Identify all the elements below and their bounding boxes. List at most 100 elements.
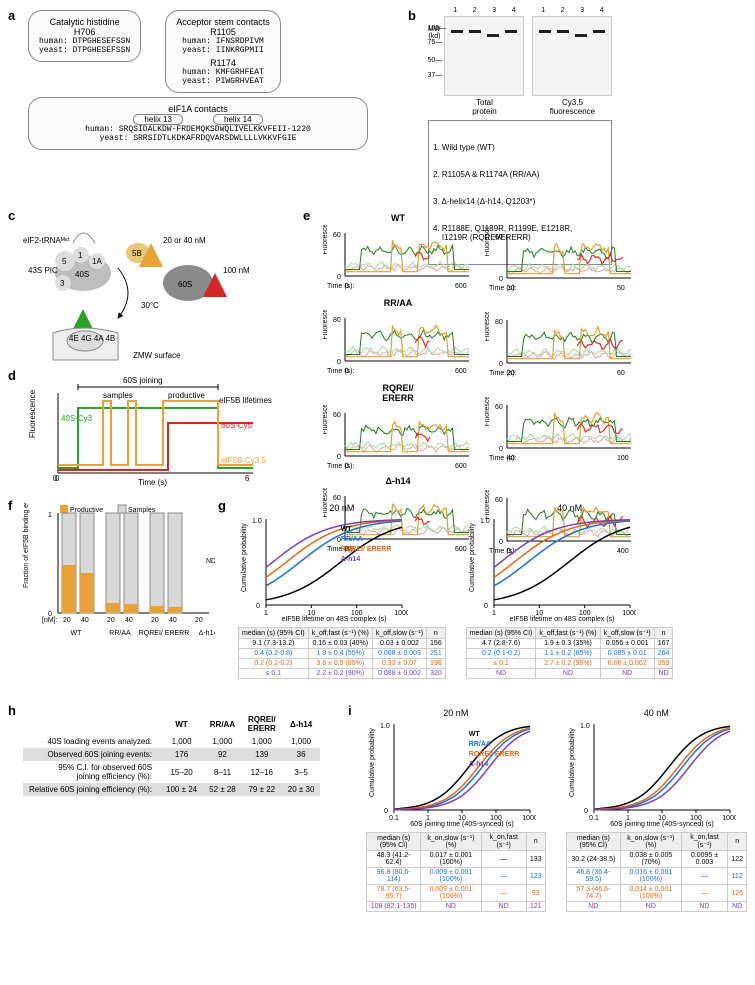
svg-text:eIF5B lifetime on 48S complex: eIF5B lifetime on 48S complex (s) xyxy=(281,616,386,623)
panel-a: Catalytic histidine H706 human: DTPGHESE… xyxy=(26,8,747,150)
svg-text:0: 0 xyxy=(345,368,349,375)
svg-text:100: 100 xyxy=(490,815,502,822)
svg-text:40: 40 xyxy=(507,455,515,462)
svg-text:0.1: 0.1 xyxy=(389,815,399,822)
svg-text:6: 6 xyxy=(245,474,250,483)
svg-text:20: 20 xyxy=(151,617,159,624)
svg-text:0: 0 xyxy=(256,603,260,610)
svg-text:1.0: 1.0 xyxy=(380,723,390,730)
group-title: Acceptor stem contacts xyxy=(176,17,270,27)
svg-text:4E 4G 4A 4B: 4E 4G 4A 4B xyxy=(69,334,115,343)
svg-text:60S-Cy5: 60S-Cy5 xyxy=(221,421,253,430)
svg-text:40S-Cy3: 40S-Cy3 xyxy=(61,414,93,423)
trace-label: Δ-h14 xyxy=(323,476,473,486)
helix-label: helix 13 xyxy=(133,114,183,125)
svg-text:0: 0 xyxy=(345,283,349,290)
stats-table: median (s) (95% CI)k_off,fast (s⁻¹) (%)k… xyxy=(238,627,446,679)
table-h: WTRR/AARQREI/ ERERRΔ-h1440S loading even… xyxy=(23,713,320,796)
svg-text:0: 0 xyxy=(337,454,341,461)
svg-text:[nM]:: [nM]: xyxy=(42,617,58,624)
cumulative-plot: Cumulative probability eIF5B lifetime on … xyxy=(466,513,636,623)
label-c: c xyxy=(8,208,15,223)
svg-text:100 nM: 100 nM xyxy=(223,266,250,275)
panel-i: 20 nMCumulative probability60S joining t… xyxy=(366,708,747,912)
svg-text:Time (s):: Time (s): xyxy=(327,283,354,290)
svg-text:1000: 1000 xyxy=(394,610,408,617)
stats-table: median (s) (95% CI)k_on,slow (s⁻¹) (%)k_… xyxy=(366,832,546,912)
svg-text:3: 3 xyxy=(60,279,65,288)
svg-text:Δ-h14: Δ-h14 xyxy=(469,761,489,768)
trace-zoom: Fluorescence 800 Time (s): 2060 xyxy=(485,312,635,377)
entry-id: R1174 xyxy=(176,58,270,68)
svg-text:40: 40 xyxy=(169,617,177,624)
svg-text:100: 100 xyxy=(351,610,363,617)
svg-text:Cumulative probability: Cumulative probability xyxy=(569,728,576,797)
svg-text:0: 0 xyxy=(484,603,488,610)
cumulative-plot: Cumulative probability60S joining time (… xyxy=(566,718,736,828)
trace-label: RR/AA xyxy=(323,298,473,308)
svg-text:30°C: 30°C xyxy=(141,301,159,310)
group-catalytic: Catalytic histidine H706 human: DTPGHESE… xyxy=(28,10,141,62)
svg-text:1.0: 1.0 xyxy=(252,518,262,525)
svg-text:1: 1 xyxy=(48,512,52,519)
svg-text:RR/AA: RR/AA xyxy=(341,536,363,543)
svg-text:5B: 5B xyxy=(132,249,142,258)
trace-full: Fluorescence 800 Time (s): 0600 xyxy=(323,310,473,375)
svg-text:0: 0 xyxy=(337,359,341,366)
svg-text:0: 0 xyxy=(48,611,52,618)
svg-text:Time (s): Time (s) xyxy=(138,478,167,487)
svg-text:1: 1 xyxy=(626,815,630,822)
svg-text:40: 40 xyxy=(81,617,89,624)
svg-text:Fluorescence: Fluorescence xyxy=(485,397,491,427)
svg-text:0: 0 xyxy=(384,808,388,815)
svg-text:Cumulative probability: Cumulative probability xyxy=(469,523,476,592)
svg-text:0: 0 xyxy=(584,808,588,815)
svg-text:50: 50 xyxy=(617,285,625,292)
svg-text:1: 1 xyxy=(264,610,268,617)
svg-text:ND: ND xyxy=(206,558,215,565)
subplot-title: 20 nM xyxy=(238,503,446,513)
svg-text:RQREI/ ERERR: RQREI/ ERERR xyxy=(341,546,392,553)
group-acceptor: Acceptor stem contacts R1105 human: IFNS… xyxy=(165,10,281,93)
svg-text:0: 0 xyxy=(53,474,58,483)
svg-text:60S joining time (40S-synced): 60S joining time (40S-synced) (s) xyxy=(410,821,514,828)
seq: human: SRQSIDALKDW-FRDEMQKSDWQLIVELKKVFE… xyxy=(39,125,357,134)
cumulative-plot: Cumulative probability 60S joining time (… xyxy=(366,718,536,828)
svg-text:80: 80 xyxy=(495,319,503,326)
svg-text:Cumulative probability: Cumulative probability xyxy=(369,728,376,797)
svg-text:100: 100 xyxy=(617,455,629,462)
svg-text:60S: 60S xyxy=(178,280,192,289)
bar-chart: Fraction of eIF5B binding events on 48S … xyxy=(20,503,215,653)
stats-table: median (s) (95% CI)k_off,fast (s⁻¹) (%)k… xyxy=(466,627,674,679)
gel-cy35: 1234 xyxy=(532,16,612,96)
svg-text:Fluorescence: Fluorescence xyxy=(323,405,329,435)
group-eif1a: eIF1A contacts helix 13 helix 14 human: … xyxy=(28,97,368,150)
svg-text:60: 60 xyxy=(495,404,503,411)
svg-text:10: 10 xyxy=(507,285,515,292)
svg-text:0.1: 0.1 xyxy=(589,815,599,822)
svg-text:60S joining: 60S joining xyxy=(123,376,163,385)
panel-h: WTRR/AARQREI/ ERERRΔ-h1440S loading even… xyxy=(23,713,320,796)
seq: yeast: DTPGHESEFSSN xyxy=(39,46,130,55)
schematic: 60S joining Fluorescence 06 Time (s) 40S… xyxy=(23,373,273,493)
panel-f: Fraction of eIF5B binding events on 48S … xyxy=(20,503,215,655)
svg-text:1.0: 1.0 xyxy=(480,518,490,525)
svg-text:0: 0 xyxy=(499,446,503,453)
svg-text:20 or 40 nM: 20 or 40 nM xyxy=(163,236,206,245)
trace-zoom: Fluorescence 600 Time (s): 40100 xyxy=(485,397,635,462)
panel-c: 40S 5 1 1A 3 eIF2-tRNAᴹᵉᵗ 43S PIC 5B 20 … xyxy=(23,213,273,365)
svg-text:1000: 1000 xyxy=(622,610,636,617)
svg-text:eIF5B lifetime on 48S complex: eIF5B lifetime on 48S complex (s) xyxy=(509,616,614,623)
svg-text:60: 60 xyxy=(495,234,503,241)
svg-text:RR/AA: RR/AA xyxy=(109,630,131,637)
svg-text:eIF2-tRNAᴹᵉᵗ: eIF2-tRNAᴹᵉᵗ xyxy=(23,236,70,245)
svg-text:20: 20 xyxy=(107,617,115,624)
svg-text:1.0: 1.0 xyxy=(580,723,590,730)
svg-text:Time (s):: Time (s): xyxy=(327,368,354,375)
svg-text:20: 20 xyxy=(195,617,203,624)
gel-total: 1234 100— 75— 50— 37— xyxy=(444,16,524,96)
svg-text:10: 10 xyxy=(658,815,666,822)
label-h: h xyxy=(8,703,16,718)
trace-label: WT xyxy=(323,213,473,223)
cartoon: 40S 5 1 1A 3 eIF2-tRNAᴹᵉᵗ 43S PIC 5B 20 … xyxy=(23,213,273,363)
